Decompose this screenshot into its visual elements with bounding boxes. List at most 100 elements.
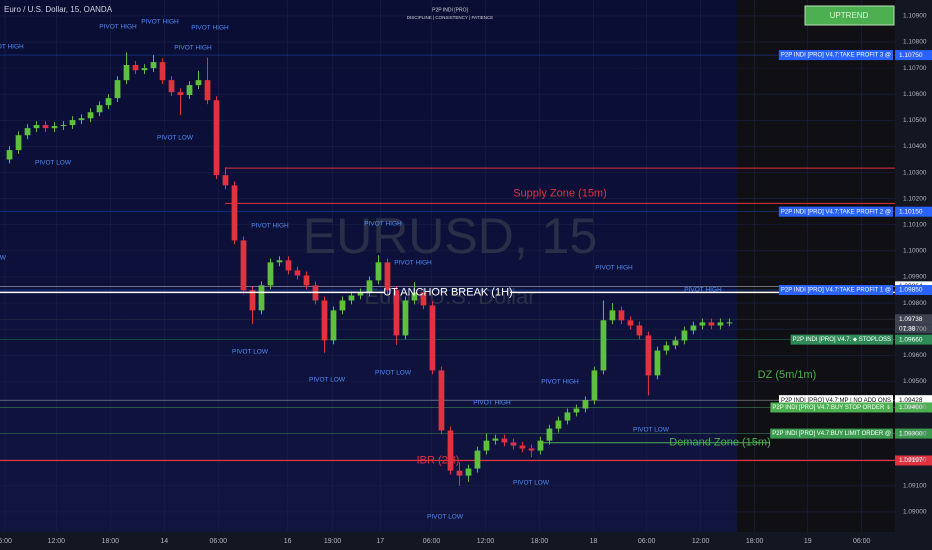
candle-body xyxy=(78,118,85,121)
level-label: P2P INDI [PRO] V4.7:TAKE PROFIT 1 @ xyxy=(781,288,891,294)
pivot-label: PIVOT LOW xyxy=(513,480,550,487)
y-tick-label: 1.09200 xyxy=(903,456,927,463)
pivot-label: PIVOT HIGH xyxy=(0,44,24,51)
candle-body xyxy=(87,112,94,119)
y-tick-label: 1.10700 xyxy=(903,65,927,72)
candle-body xyxy=(654,350,661,376)
candle-body xyxy=(204,80,211,101)
level-label: P2P INDI [PRO] V4.7: ⬥ STOPLOSS xyxy=(793,337,891,343)
candle-body xyxy=(663,345,670,351)
x-tick-label: 12:00 xyxy=(692,538,710,545)
candle-body xyxy=(456,470,463,476)
level-label: P2P INDI [PRO] V4.7:BUY STOP ORDER ⇓ xyxy=(772,404,891,411)
anchor-label: UT ANCHOR BREAK (1H) xyxy=(383,286,512,298)
candle-body xyxy=(177,92,184,96)
candle-body xyxy=(276,260,283,263)
price-box-label: 1.10750 xyxy=(899,52,923,59)
candle-body xyxy=(375,262,382,281)
candle-body xyxy=(33,125,40,129)
level-label-box xyxy=(778,206,893,217)
y-tick-label: 1.09300 xyxy=(903,430,927,437)
pivot-label: PIVOT HIGH xyxy=(174,45,212,52)
level-label-box xyxy=(770,428,893,439)
candle-body xyxy=(195,80,202,86)
y-tick-label: 1.09000 xyxy=(903,509,927,516)
level-label: P2P INDI [PRO] V4.7:TAKE PROFIT 3 @ xyxy=(781,53,891,59)
x-tick-label: 19:00 xyxy=(324,538,342,545)
y-tick-label: 1.10900 xyxy=(903,13,927,20)
candle-body xyxy=(708,322,715,326)
candle-body xyxy=(42,125,49,129)
future-area xyxy=(737,0,895,532)
x-tick-label: 18:00 xyxy=(746,538,764,545)
x-tick-label: 18:00 xyxy=(102,538,120,545)
pivot-label: PIVOT LOW xyxy=(427,514,464,521)
candle-body xyxy=(717,322,724,326)
candle-body xyxy=(447,430,454,471)
x-tick-label: 06:00 xyxy=(638,538,656,545)
y-tick-label: 1.09600 xyxy=(903,352,927,359)
pivot-label: PIVOT HIGH xyxy=(191,25,229,32)
price-box-label: 1.09738 xyxy=(899,316,923,323)
pivot-label: PIVOT HIGH xyxy=(473,400,511,407)
candle-body xyxy=(222,175,229,186)
price-box-label: 1.09400 xyxy=(899,404,923,411)
candle-body xyxy=(564,412,571,421)
candle-body xyxy=(249,290,256,311)
candle-body xyxy=(600,320,607,371)
dz-label: DZ (5m/1m) xyxy=(758,369,817,381)
x-tick-label: 06:00 xyxy=(853,538,871,545)
y-tick-label: 1.09900 xyxy=(903,274,927,281)
y-tick-label: 1.09700 xyxy=(903,326,927,333)
candle-body xyxy=(105,98,112,106)
time-axis xyxy=(0,532,895,550)
candle-body xyxy=(726,322,733,324)
candle-body xyxy=(483,440,490,451)
y-tick-label: 1.09800 xyxy=(903,300,927,307)
candle-body xyxy=(168,80,175,93)
price-box xyxy=(895,285,932,296)
candle-body xyxy=(573,408,580,413)
candle-body xyxy=(240,240,247,291)
candle-body xyxy=(51,126,58,129)
candle-body xyxy=(159,62,166,81)
price-box xyxy=(895,334,932,345)
price-box xyxy=(895,455,932,466)
level-label-box xyxy=(790,334,893,345)
candle-body xyxy=(267,262,274,286)
price-box xyxy=(895,395,932,406)
price-box xyxy=(895,428,932,439)
trend-badge: UPTREND xyxy=(830,11,869,20)
candle-body xyxy=(672,340,679,346)
price-box-label: 1.10150 xyxy=(899,208,923,215)
price-box-label: 1.09660 xyxy=(899,336,923,343)
pivot-label: PIVOT HIGH xyxy=(541,379,579,386)
pivot-label: PIVOT LOW xyxy=(309,377,346,384)
candle-body xyxy=(258,285,265,311)
candle-body xyxy=(501,438,508,443)
y-tick-label: 1.10000 xyxy=(903,248,927,255)
watermark: EURUSD, 15 xyxy=(303,208,598,264)
candle-body xyxy=(582,400,589,409)
candle-body xyxy=(555,420,562,429)
candle-body xyxy=(465,468,472,476)
candle-body xyxy=(384,262,391,291)
candle-body xyxy=(591,370,598,401)
x-tick-label: 6:00 xyxy=(0,538,12,545)
marks: Supply Zone (15m) Demand Zone (15m) DZ (5m… xyxy=(0,19,932,521)
y-tick-label: 1.10500 xyxy=(903,117,927,124)
x-tick-label: 12:00 xyxy=(477,538,495,545)
candle-body xyxy=(402,300,409,336)
pivot-label: PIVOT HIGH xyxy=(251,223,289,230)
candle-body xyxy=(420,292,427,306)
level-label-box xyxy=(770,402,893,413)
candle-body xyxy=(537,440,544,451)
indicator-title: P2P INDI [PRO] xyxy=(432,7,468,13)
candle-body xyxy=(636,325,643,336)
candle-body xyxy=(213,100,220,176)
candle-body xyxy=(114,80,121,99)
candle-body xyxy=(645,335,652,376)
level-label: P2P INDI [PRO] V4.7:BUY LIMIT ORDER @ xyxy=(772,431,891,437)
candle-body xyxy=(330,310,337,341)
